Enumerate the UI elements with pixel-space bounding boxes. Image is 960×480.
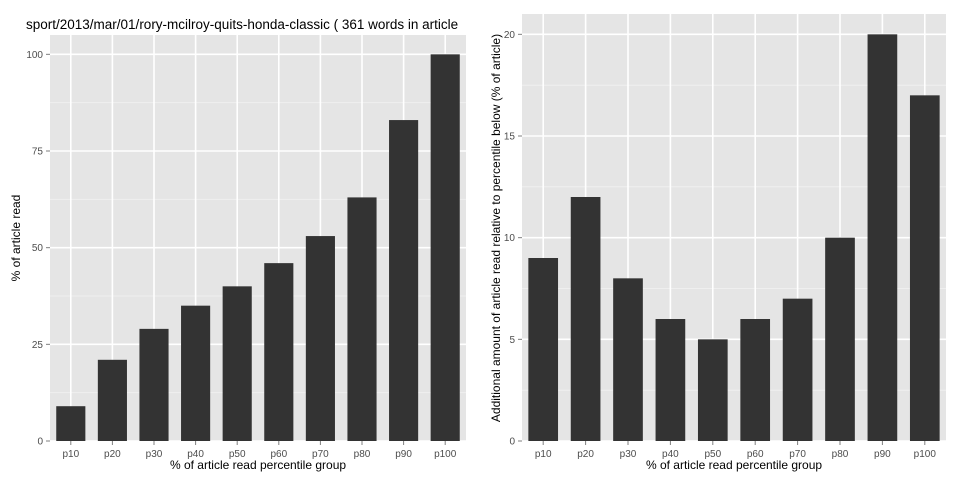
left-x-ticks: p10 p20 p30 p40 p50 p60 p70 p80 p90 p100 [62, 441, 457, 460]
left-bar-p70 [305, 236, 335, 441]
right-x-axis-label: % of article read percentile group [646, 458, 822, 472]
right-bar-p30 [613, 278, 643, 441]
left-chart: sport/2013/mar/01/rory-mcilroy-quits-hon… [9, 17, 466, 472]
left-bar-p50 [222, 286, 252, 441]
left-x-tick-label: p100 [434, 449, 457, 460]
left-bar-p10 [56, 406, 86, 441]
right-chart: 0 5 10 15 20 p10 p20 p30 p40 p50 p60 p70 p80 p90 p100… [489, 14, 946, 472]
right-x-tick-label: p40 [662, 449, 679, 460]
left-bars [56, 54, 460, 442]
right-bar-p40 [655, 319, 686, 441]
right-x-ticks: p10 p20 p30 p40 p50 p60 p70 p80 p90 p100 [535, 441, 937, 460]
left-y-tick-label: 0 [37, 437, 43, 448]
left-x-tick-label: p40 [187, 449, 204, 460]
left-y-axis-label: % of article read [9, 195, 23, 282]
left-y-tick-label: 25 [32, 340, 44, 351]
left-y-tick-label: 50 [32, 243, 44, 254]
right-y-tick-label: 15 [504, 132, 516, 143]
right-bars [528, 34, 940, 441]
right-x-tick-label: p50 [704, 449, 721, 460]
right-x-tick-label: p70 [789, 449, 806, 460]
left-y-tick-label: 100 [26, 50, 43, 61]
left-bar-p30 [139, 328, 169, 441]
right-x-tick-label: p20 [577, 449, 594, 460]
left-x-tick-label: p30 [146, 449, 163, 460]
right-bar-p60 [740, 319, 771, 441]
right-bar-p80 [825, 237, 855, 441]
right-y-tick-label: 5 [509, 335, 515, 346]
right-x-tick-label: p90 [874, 449, 891, 460]
right-x-tick-label: p10 [535, 449, 552, 460]
left-x-tick-label: p10 [62, 449, 79, 460]
left-x-tick-label: p80 [354, 449, 371, 460]
right-bar-p100 [909, 95, 940, 441]
left-y-tick-label: 75 [32, 147, 44, 158]
left-bar-p90 [389, 120, 419, 442]
left-x-tick-label: p50 [229, 449, 246, 460]
left-x-tick-label: p60 [270, 449, 287, 460]
left-bar-p80 [347, 197, 377, 441]
left-bar-p100 [430, 54, 460, 441]
left-bar-p40 [181, 305, 211, 441]
left-x-axis-label: % of article read percentile group [170, 458, 346, 472]
left-x-tick-label: p90 [395, 449, 412, 460]
right-x-tick-label: p30 [620, 449, 637, 460]
right-x-tick-label: p80 [832, 449, 849, 460]
left-y-ticks: 0 25 50 75 100 [26, 50, 50, 448]
right-y-tick-label: 10 [504, 233, 516, 244]
right-bar-p10 [528, 258, 559, 441]
right-x-tick-label: p60 [747, 449, 764, 460]
left-chart-title: sport/2013/mar/01/rory-mcilroy-quits-hon… [26, 17, 458, 32]
right-bar-p90 [867, 34, 898, 441]
right-x-tick-label: p100 [914, 449, 937, 460]
right-y-axis-label: Additional amount of article read relati… [489, 34, 503, 422]
left-x-tick-label: p70 [312, 449, 329, 460]
right-bar-p70 [782, 298, 813, 441]
left-bar-p60 [264, 263, 294, 441]
left-bar-p20 [97, 359, 127, 441]
right-y-ticks: 0 5 10 15 20 [504, 30, 522, 448]
right-y-tick-label: 20 [504, 30, 516, 41]
right-bar-p50 [697, 339, 728, 441]
left-x-tick-label: p20 [104, 449, 121, 460]
right-y-tick-label: 0 [509, 437, 515, 448]
right-bar-p20 [570, 197, 601, 441]
